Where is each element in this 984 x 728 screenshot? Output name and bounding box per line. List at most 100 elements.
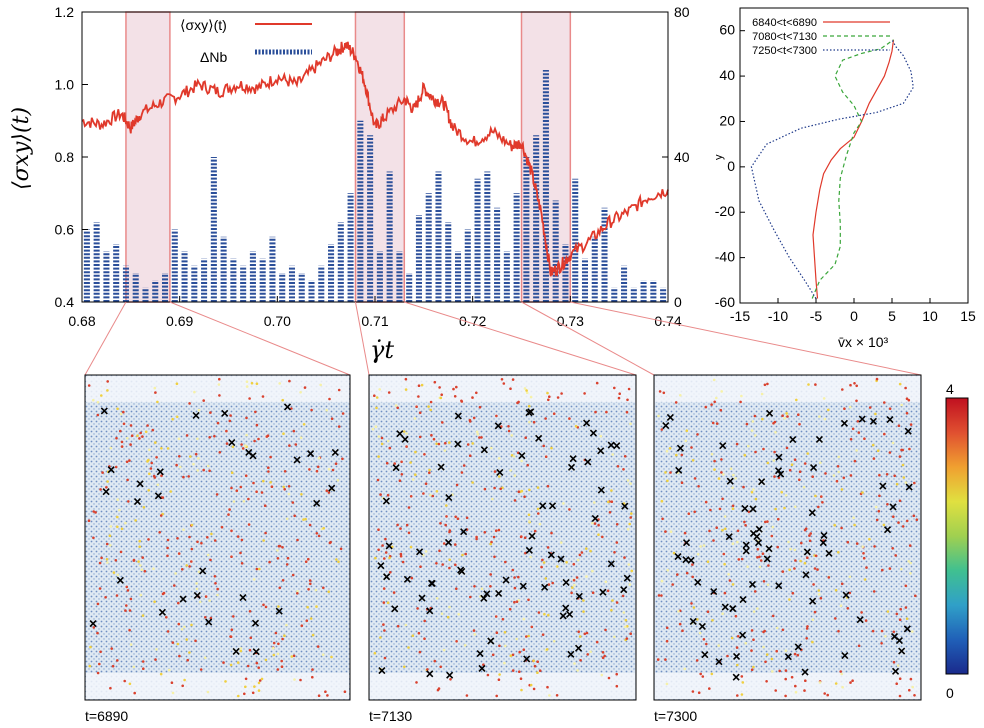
defect-dot <box>188 402 191 405</box>
bond-break-marker <box>841 652 849 660</box>
defect-dot <box>171 641 175 644</box>
defect-dot <box>681 629 684 632</box>
defect-dot <box>683 667 687 671</box>
defect-dot <box>454 563 457 567</box>
defect-dot <box>789 547 792 551</box>
x-tick-label: 0.71 <box>361 313 388 329</box>
connector-line <box>570 301 922 376</box>
defect-dot <box>841 685 844 689</box>
defect-dot <box>802 485 806 489</box>
defect-dot <box>255 382 259 386</box>
defect-dot <box>240 443 243 446</box>
defect-dot <box>243 692 246 696</box>
defect-dot <box>308 579 312 582</box>
defect-dot <box>181 568 184 571</box>
bond-break-marker <box>755 525 763 533</box>
defect-dot <box>111 664 115 668</box>
defect-dot <box>114 559 118 562</box>
bond-break-marker <box>842 591 850 599</box>
defect-dot <box>509 387 512 391</box>
defect-dot <box>432 437 436 441</box>
defect-dot <box>271 646 275 650</box>
defect-dot <box>565 561 568 564</box>
defect-dot <box>453 395 457 398</box>
defect-dot <box>833 523 836 527</box>
defect-dot <box>591 591 595 594</box>
defect-dot <box>498 644 501 648</box>
defect-dot <box>428 471 431 475</box>
defect-dot <box>183 678 186 682</box>
defect-dot <box>128 459 131 462</box>
bond-break-marker <box>548 502 557 510</box>
defect-dot <box>478 405 482 409</box>
defect-dot <box>423 637 426 640</box>
defect-dot <box>185 638 188 641</box>
defect-dot <box>744 524 747 527</box>
defect-dot <box>705 642 708 646</box>
defect-dot <box>193 390 196 394</box>
defect-dot <box>462 464 466 467</box>
main-chart: 0.68 0.69 0.70 0.71 0.72 0.73 0.74 0.4 0.6 0.8 1.… <box>9 4 690 364</box>
defect-dot <box>98 587 102 590</box>
defect-dot <box>756 548 760 551</box>
defect-dot <box>762 630 765 634</box>
bond-break-marker <box>446 671 454 679</box>
defect-dot <box>785 412 788 415</box>
x-tick-label: 5 <box>888 308 896 324</box>
defect-dot <box>604 628 607 632</box>
defect-dot <box>438 386 441 389</box>
defect-dot <box>254 410 257 414</box>
defect-dot <box>401 560 405 564</box>
defect-dot <box>457 613 461 616</box>
defect-dot <box>766 382 769 386</box>
defect-dot <box>508 607 512 611</box>
defect-dot <box>105 542 109 546</box>
defect-dot <box>834 682 838 685</box>
defect-dot <box>526 463 529 467</box>
defect-dot <box>123 679 126 683</box>
defect-dot <box>891 441 895 445</box>
defect-dot <box>138 545 141 548</box>
defect-dot <box>382 623 385 626</box>
bond-break-marker <box>905 483 913 491</box>
defect-dot <box>695 659 699 662</box>
defect-dot <box>517 490 521 494</box>
defect-dot <box>321 653 325 656</box>
defect-dot <box>104 596 107 599</box>
defect-dot <box>513 499 517 502</box>
defect-dot <box>660 594 663 597</box>
defect-dot <box>216 587 219 591</box>
defect-dot <box>692 606 696 609</box>
colorbar-max-label: 4 <box>946 381 954 397</box>
defect-dot <box>523 387 527 390</box>
defect-dot <box>126 478 129 482</box>
defect-dot <box>509 654 513 657</box>
defect-dot <box>834 617 837 620</box>
defect-dot <box>698 631 702 635</box>
defect-dot <box>671 583 674 586</box>
defect-dot <box>704 405 708 409</box>
defect-dot <box>871 443 875 447</box>
defect-dot <box>341 412 345 415</box>
bond-break-marker <box>523 655 531 663</box>
defect-dot <box>444 441 447 445</box>
defect-dot <box>270 485 274 489</box>
defect-dot <box>423 453 426 456</box>
defect-dot <box>900 403 903 407</box>
snapshot-panels <box>84 374 922 701</box>
defect-dot <box>536 671 539 674</box>
defect-dot <box>519 535 523 539</box>
defect-dot <box>252 578 256 581</box>
defect-dot <box>735 442 739 446</box>
defect-dot <box>621 594 625 598</box>
defect-dot <box>473 585 476 588</box>
defect-dot <box>471 396 474 399</box>
defect-dot <box>523 536 527 539</box>
defect-dot <box>913 694 916 697</box>
defect-dot <box>597 523 600 527</box>
highlight-window <box>125 11 171 303</box>
defect-dot <box>424 482 428 486</box>
defect-dot <box>545 648 549 651</box>
defect-dot <box>626 479 630 482</box>
